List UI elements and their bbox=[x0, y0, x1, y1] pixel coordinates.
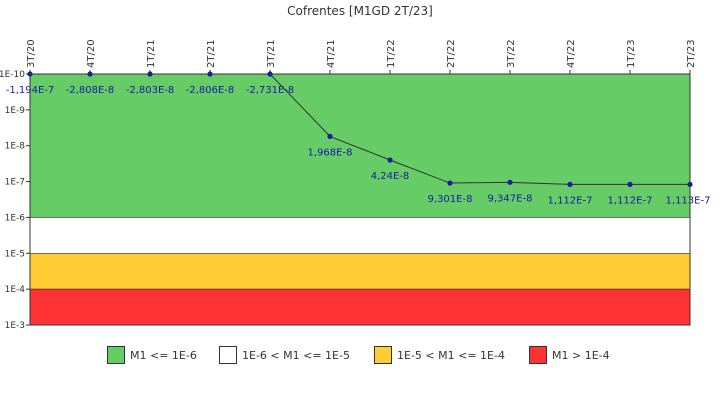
x-tick-label-0: 3T/20 bbox=[26, 39, 37, 68]
legend-item-3: M1 > 1E-4 bbox=[529, 344, 610, 366]
band-0 bbox=[29, 73, 691, 218]
data-point-9 bbox=[567, 181, 573, 188]
x-tick-label-10: 1T/23 bbox=[626, 39, 637, 68]
x-tick-label-5: 4T/21 bbox=[326, 39, 337, 68]
legend-swatch-3 bbox=[529, 346, 547, 364]
y-tick-label-2: 1E-8 bbox=[5, 142, 26, 152]
legend-label-2: 1E-5 < M1 <= 1E-4 bbox=[397, 348, 505, 362]
data-label-5: 1,968E-8 bbox=[308, 147, 353, 158]
threshold-bands bbox=[29, 73, 691, 326]
data-label-11: 1,113E-7 bbox=[666, 195, 711, 206]
data-label-7: 9,301E-8 bbox=[428, 194, 473, 205]
data-point-5 bbox=[327, 133, 333, 140]
band-2 bbox=[29, 252, 691, 290]
x-tick-label-9: 4T/22 bbox=[566, 39, 577, 68]
x-tick-label-1: 4T/20 bbox=[86, 39, 97, 68]
y-tick-label-4: 1E-6 bbox=[5, 213, 26, 223]
data-points bbox=[27, 71, 693, 188]
y-tick-label-3: 1E-7 bbox=[5, 178, 25, 188]
data-point-8 bbox=[507, 179, 513, 185]
x-tick-label-11: 2T/23 bbox=[686, 39, 697, 68]
band-3 bbox=[29, 288, 691, 326]
legend-item-0: M1 <= 1E-6 bbox=[107, 344, 197, 366]
legend-label-1: 1E-6 < M1 <= 1E-5 bbox=[242, 348, 350, 362]
legend-label-3: M1 > 1E-4 bbox=[552, 348, 610, 362]
x-tick-label-6: 1T/22 bbox=[386, 39, 397, 68]
data-label-9: 1,112E-7 bbox=[548, 195, 593, 206]
legend: M1 <= 1E-6 1E-6 < M1 <= 1E-5 1E-5 < M1 <= … bbox=[0, 344, 720, 368]
band-1 bbox=[29, 217, 691, 254]
y-tick-label-5: 1E-5 bbox=[5, 249, 25, 259]
data-label-8: 9,347E-8 bbox=[488, 193, 533, 204]
data-label-10: 1,112E-7 bbox=[608, 195, 653, 206]
legend-item-1: 1E-6 < M1 <= 1E-5 bbox=[219, 344, 350, 366]
legend-swatch-0 bbox=[107, 346, 125, 364]
legend-swatch-2 bbox=[374, 346, 392, 364]
x-tick-label-3: 2T/21 bbox=[206, 39, 217, 68]
y-tick-label-6: 1E-4 bbox=[5, 285, 26, 295]
chart-title: Cofrentes [M1GD 2T/23] bbox=[287, 4, 433, 18]
data-point-6 bbox=[387, 157, 393, 163]
legend-label-0: M1 <= 1E-6 bbox=[130, 348, 197, 362]
y-tick-label-7: 1E-3 bbox=[5, 321, 25, 331]
data-label-6: 4,24E-8 bbox=[371, 171, 410, 182]
data-label-3: -2,806E-8 bbox=[186, 85, 235, 96]
data-label-2: -2,803E-8 bbox=[126, 85, 175, 96]
y-tick-label-1: 1E-9 bbox=[5, 106, 26, 116]
plot-frame bbox=[29, 73, 691, 326]
x-axis: 3T/20 4T/20 1T/21 2T/21 3T/21 4T/21 1T/22 2T/22… bbox=[26, 39, 697, 74]
data-point-7 bbox=[447, 180, 453, 186]
data-point-10 bbox=[627, 181, 633, 188]
data-label-1: -2,808E-8 bbox=[66, 85, 115, 96]
y-axis: 1E-10 1E-9 1E-8 1E-7 1E-6 1E-5 1E-4 1E-3 bbox=[0, 70, 30, 331]
x-tick-label-7: 2T/22 bbox=[446, 39, 457, 68]
data-label-4: -2,731E-8 bbox=[246, 85, 295, 96]
x-tick-label-8: 3T/22 bbox=[506, 39, 517, 68]
y-tick-label-0: 1E-10 bbox=[0, 70, 25, 80]
legend-item-2: 1E-5 < M1 <= 1E-4 bbox=[374, 344, 505, 366]
x-tick-label-2: 1T/21 bbox=[146, 39, 157, 68]
legend-swatch-1 bbox=[219, 346, 237, 364]
x-tick-label-4: 3T/21 bbox=[266, 39, 277, 68]
